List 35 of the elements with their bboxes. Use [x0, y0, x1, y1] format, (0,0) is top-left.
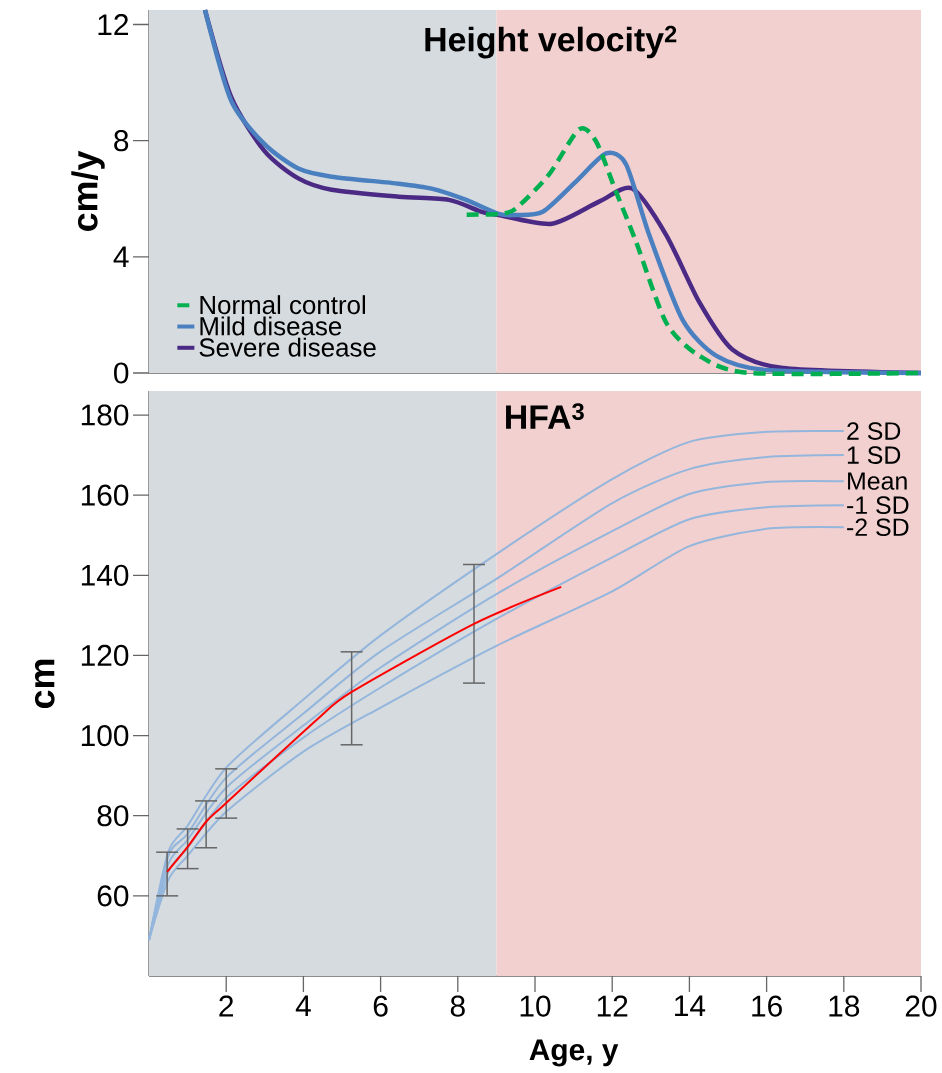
y-tick-label: 80 [97, 805, 129, 827]
series-label: -2 SD [847, 518, 909, 537]
x-tick-label: 18 [829, 995, 860, 1017]
x-tick-label: 10 [520, 995, 551, 1017]
y-tick-label: 4 [113, 246, 129, 268]
y-tick-label: 120 [81, 644, 129, 667]
y-tick-label: 140 [81, 564, 129, 586]
x-tick-label: 4 [295, 995, 311, 1017]
series-label: -1 SD [847, 496, 909, 515]
y-tick-label: 12 [98, 14, 128, 35]
legend-label: Severe disease [199, 337, 376, 357]
x-tick-label: 6 [373, 995, 388, 1017]
y-tick-label: 0 [114, 362, 129, 384]
line-series [166, 585, 563, 873]
x-tick-label: 14 [675, 995, 706, 1017]
y-axis-title: cm/y [71, 150, 105, 231]
x-tick-label: 20 [905, 995, 937, 1017]
x-axis-title: Age, y [529, 1039, 619, 1067]
x-tick-label: 8 [450, 995, 465, 1017]
x-tick-label: 2 [219, 995, 234, 1017]
y-tick-label: 180 [81, 404, 129, 426]
chart-title: HFA$^{3}$ [506, 403, 584, 429]
series-label: 2 SD [847, 422, 901, 440]
legend-label: Normal control [200, 295, 365, 315]
y-tick-label: 8 [114, 130, 129, 152]
y-tick-label: 160 [81, 484, 129, 506]
series-label: Mean [848, 472, 907, 490]
chart-title: Height velocity$^{2}$ [425, 25, 677, 59]
y-tick-label: 60 [97, 885, 129, 907]
x-tick-label: 16 [752, 995, 782, 1017]
y-tick-label: 100 [81, 725, 129, 747]
y-axis-title: cm [34, 659, 55, 709]
x-tick-label: 12 [597, 995, 628, 1017]
legend-label: Mild disease [200, 316, 342, 336]
series-label: 1 SD [847, 446, 901, 464]
